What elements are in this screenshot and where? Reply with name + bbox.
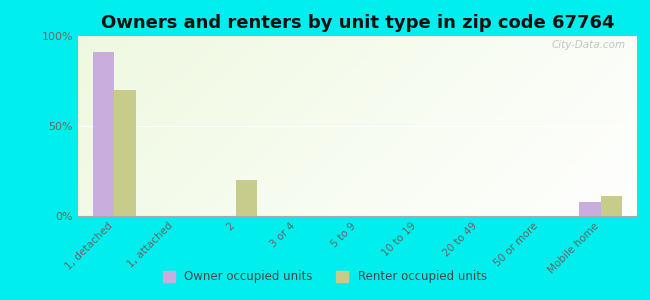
Bar	[236, 180, 257, 216]
Bar	[579, 202, 601, 216]
Title: Owners and renters by unit type in zip code 67764: Owners and renters by unit type in zip c…	[101, 14, 614, 32]
Bar	[601, 196, 622, 216]
Text: City-Data.com: City-Data.com	[552, 40, 626, 50]
Legend: Owner occupied units, Renter occupied units: Owner occupied units, Renter occupied un…	[159, 266, 491, 288]
Bar	[114, 90, 136, 216]
Bar	[93, 52, 114, 216]
